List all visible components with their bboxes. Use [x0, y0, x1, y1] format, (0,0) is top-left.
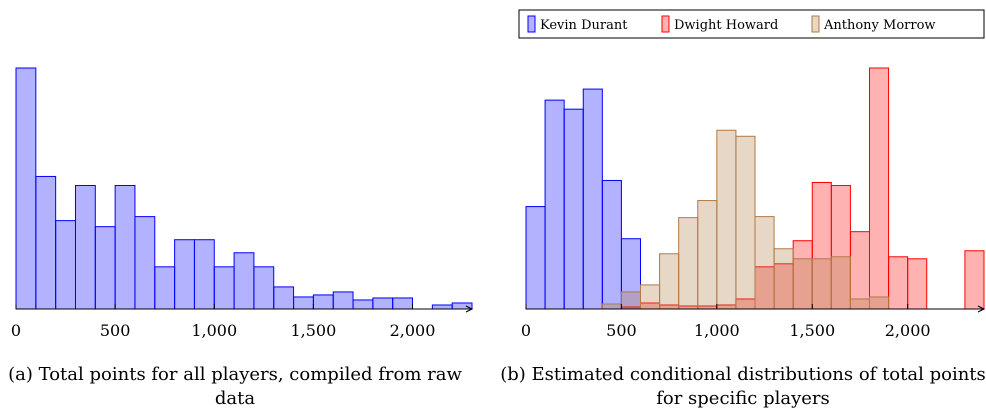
legend-box — [518, 9, 985, 39]
bar-all-players-1600 — [332, 291, 354, 310]
bar-all-players-2100 — [431, 304, 453, 310]
bar-all-players-0 — [15, 67, 37, 310]
bar-all-players-1900 — [392, 297, 414, 310]
bar-all-players-100 — [35, 175, 57, 310]
bar-kevin-durant-200 — [563, 108, 584, 310]
bar-all-players-1200 — [253, 266, 275, 310]
x-tick-label: 1,500 — [290, 321, 336, 340]
bar-anthony-morrow-700 — [659, 253, 680, 310]
bar-all-players-2200 — [451, 302, 473, 310]
bar-all-players-400 — [94, 226, 116, 310]
legend-swatch-anthony-morrow — [811, 15, 820, 33]
bar-anthony-morrow-1300 — [773, 248, 794, 310]
bar-anthony-morrow-1800 — [869, 296, 890, 310]
legend-label-anthony-morrow: Anthony Morrow — [823, 18, 936, 33]
x-tick-label: 2,000 — [390, 321, 436, 340]
x-axis-arrow-icon — [977, 305, 986, 313]
bar-anthony-morrow-1200 — [754, 216, 775, 310]
x-tick-label: 500 — [100, 321, 131, 340]
bar-anthony-morrow-1400 — [792, 258, 813, 310]
x-tick-label: 0 — [11, 321, 21, 340]
legend: Kevin Durant Dwight Howard Anthony Morrow — [518, 9, 985, 39]
bar-all-players-1700 — [352, 299, 374, 310]
bar-anthony-morrow-400 — [601, 303, 622, 310]
x-tick-label: 1,000 — [694, 321, 740, 340]
bar-anthony-morrow-1100 — [735, 135, 756, 310]
bar-all-players-1000 — [213, 266, 235, 310]
histogram-specific-players: 0 500 1,000 1,500 2,000 — [521, 67, 986, 340]
bar-kevin-durant-0 — [525, 206, 546, 310]
bar-all-players-800 — [174, 239, 195, 310]
bar-kevin-durant-300 — [582, 88, 603, 310]
x-tick-label: 0 — [521, 321, 531, 340]
bar-kevin-durant-100 — [544, 99, 565, 310]
x-tick-label: 500 — [606, 321, 637, 340]
x-tick-label: 1,500 — [789, 321, 835, 340]
histogram-all-players: 0 500 1,000 1,500 2,000 — [11, 67, 474, 340]
bar-dwight-howard-2000 — [907, 258, 928, 310]
caption-b: (b) Estimated conditional distributions … — [500, 364, 986, 409]
bar-all-players-200 — [55, 220, 76, 310]
bar-all-players-300 — [74, 184, 96, 310]
bar-all-players-1300 — [273, 286, 295, 310]
bar-dwight-howard-1900 — [888, 256, 909, 310]
caption-a: (a) Total points for all players, compil… — [8, 364, 462, 409]
bar-all-players-1400 — [293, 296, 314, 310]
bar-anthony-morrow-600 — [640, 284, 661, 310]
bar-anthony-morrow-500 — [620, 291, 642, 310]
x-tick-label: 2,000 — [885, 321, 931, 340]
bar-all-players-1100 — [233, 252, 255, 310]
bar-anthony-morrow-900 — [697, 200, 718, 310]
bar-anthony-morrow-1500 — [811, 258, 832, 310]
legend-label-dwight-howard: Dwight Howard — [674, 18, 778, 33]
x-tick-label: 1,000 — [191, 321, 237, 340]
bar-dwight-howard-2300 — [964, 250, 985, 310]
figure: 0 500 1,000 1,500 2,000 0 500 1,000 1,500 2,000 … — [11, 9, 986, 340]
bar-anthony-morrow-800 — [678, 217, 699, 310]
bar-dwight-howard-1700 — [849, 231, 871, 310]
bar-all-players-1800 — [372, 297, 394, 310]
bar-anthony-morrow-1000 — [716, 129, 737, 310]
x-axis-arrow-icon — [465, 305, 474, 313]
bar-all-players-700 — [154, 266, 176, 310]
bar-anthony-morrow-1600 — [830, 256, 851, 310]
legend-label-kevin-durant: Kevin Durant — [540, 18, 628, 33]
bar-all-players-600 — [134, 216, 156, 310]
legend-swatch-kevin-durant — [527, 15, 536, 33]
bar-all-players-500 — [114, 184, 136, 310]
bar-all-players-900 — [193, 239, 215, 310]
bar-all-players-1500 — [312, 294, 334, 310]
legend-swatch-dwight-howard — [661, 15, 670, 33]
bar-dwight-howard-1800 — [869, 67, 890, 310]
bar-kevin-durant-400 — [601, 179, 622, 310]
bar-anthony-morrow-1700 — [849, 298, 871, 310]
